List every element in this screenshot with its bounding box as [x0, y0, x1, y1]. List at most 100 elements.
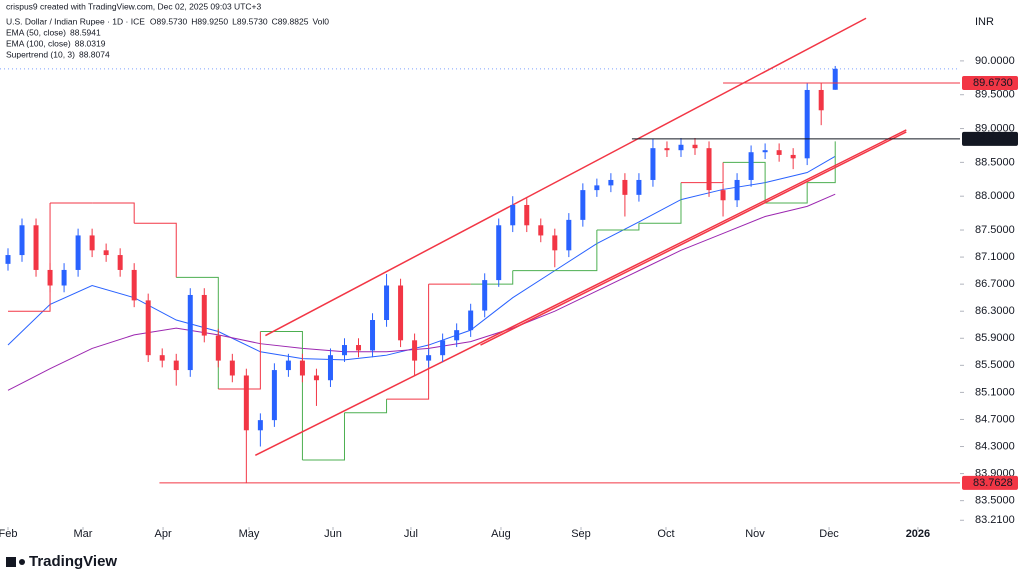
candle-body [201, 294, 207, 336]
x-tick-label: 2026 [906, 528, 930, 540]
candle-body [566, 219, 572, 251]
candle-body [257, 420, 263, 431]
x-tick-label: Mar [74, 528, 93, 540]
candle-body [636, 179, 642, 195]
supertrend-segment [723, 161, 766, 203]
supertrend-segment [470, 270, 514, 285]
y-tick-label: 90.0000 [975, 55, 1015, 67]
supertrend-segment [765, 182, 808, 204]
supertrend-segment [176, 276, 219, 390]
candle-body [89, 235, 95, 251]
currency: INR [975, 16, 994, 28]
y-tick-label: 85.5000 [975, 359, 1015, 371]
legend-name: Supertrend (10, 3) [6, 49, 75, 59]
candle-body [762, 150, 768, 153]
candle-body [804, 89, 810, 159]
x-tick-label: Oct [657, 528, 674, 540]
y-tick-label: 89.0000 [975, 122, 1015, 134]
supertrend-segment [344, 399, 388, 414]
candle-body [538, 225, 544, 236]
level-label: 89.6730 [973, 77, 1013, 89]
supertrend-segment [92, 202, 135, 224]
level-box [962, 475, 1018, 490]
candle-body [580, 190, 586, 220]
level-box [962, 76, 1018, 91]
quote: H89.9250 [191, 16, 228, 26]
x-tick-label: Apr [154, 528, 171, 540]
candle-body [552, 235, 558, 251]
supertrend-segment [596, 223, 640, 231]
candle-body [356, 345, 362, 351]
candle-body [384, 285, 390, 321]
trendline [254, 129, 907, 456]
y-tick-label: 83.2100 [975, 514, 1015, 526]
candle-body [341, 345, 347, 356]
candle-body [173, 360, 179, 371]
candle-body [103, 250, 109, 256]
candle-body [229, 360, 235, 376]
quote: O89.5730 [150, 16, 188, 26]
x-tick-label: Jun [324, 528, 342, 540]
supertrend-segment [680, 162, 724, 184]
candle-body [75, 235, 81, 270]
logo: TradingView [6, 553, 117, 570]
candle-body [468, 310, 474, 331]
y-tick-label: 87.1000 [975, 251, 1015, 263]
candle-body [832, 68, 838, 90]
candle-body [327, 355, 333, 381]
trendline [265, 17, 867, 337]
supertrend-segment [134, 222, 177, 278]
candle-body [524, 204, 530, 226]
supertrend-segment [7, 202, 51, 312]
y-tick-label: 85.9000 [975, 332, 1015, 344]
symbol-title: U.S. Dollar / Indian Rupee · 1D · ICE [6, 16, 145, 26]
candle-body [664, 148, 670, 151]
x-tick-label: Sep [571, 528, 591, 540]
candle-body [313, 375, 319, 381]
candle-body [243, 375, 249, 431]
quote: L89.5730 [232, 16, 268, 26]
quote: C89.8825 [272, 16, 309, 26]
candle-body [818, 89, 824, 111]
candle-body [19, 225, 25, 256]
y-tick-label: 84.3000 [975, 440, 1015, 452]
candle-body [187, 294, 193, 371]
candle-body [412, 340, 418, 361]
quote: Vol0 [312, 16, 329, 26]
legend-value: 88.0319 [75, 38, 106, 48]
y-tick-label: 85.1000 [975, 386, 1015, 398]
candle-body [678, 144, 684, 151]
legend-value: 88.5941 [70, 27, 101, 37]
candle-body [776, 150, 782, 155]
x-tick-label: Feb [0, 528, 17, 540]
candle-body [720, 190, 726, 201]
candle-body [33, 225, 39, 270]
supertrend-segment [638, 182, 682, 224]
candle-body [650, 148, 656, 180]
y-tick-label: 86.3000 [975, 305, 1015, 317]
x-tick-label: Dec [819, 528, 839, 540]
supertrend-segment [260, 331, 303, 461]
candle-body [61, 269, 67, 286]
y-tick-label: 88.0000 [975, 190, 1015, 202]
y-tick-label: 87.5000 [975, 224, 1015, 236]
candle-body [117, 255, 123, 270]
candle-body [482, 280, 488, 311]
legend-value: 88.8074 [79, 49, 110, 59]
level-label: 83.7628 [973, 477, 1013, 489]
y-tick-label: 89.5000 [975, 89, 1015, 101]
trendline [480, 131, 907, 346]
level-label: 88.8474 [973, 133, 1013, 145]
candle-body [5, 255, 11, 264]
supertrend-segment [807, 141, 836, 184]
supertrend-segment [302, 412, 345, 461]
header: crispus9 created with TradingView.com, D… [6, 1, 261, 11]
candle-body [285, 360, 291, 371]
candle-body [426, 355, 432, 361]
legend-name: EMA (50, close) [6, 27, 66, 37]
y-tick-label: 86.7000 [975, 278, 1015, 290]
y-tick-label: 88.5000 [975, 156, 1015, 168]
candle-body [159, 355, 165, 361]
candle-body [454, 330, 460, 341]
